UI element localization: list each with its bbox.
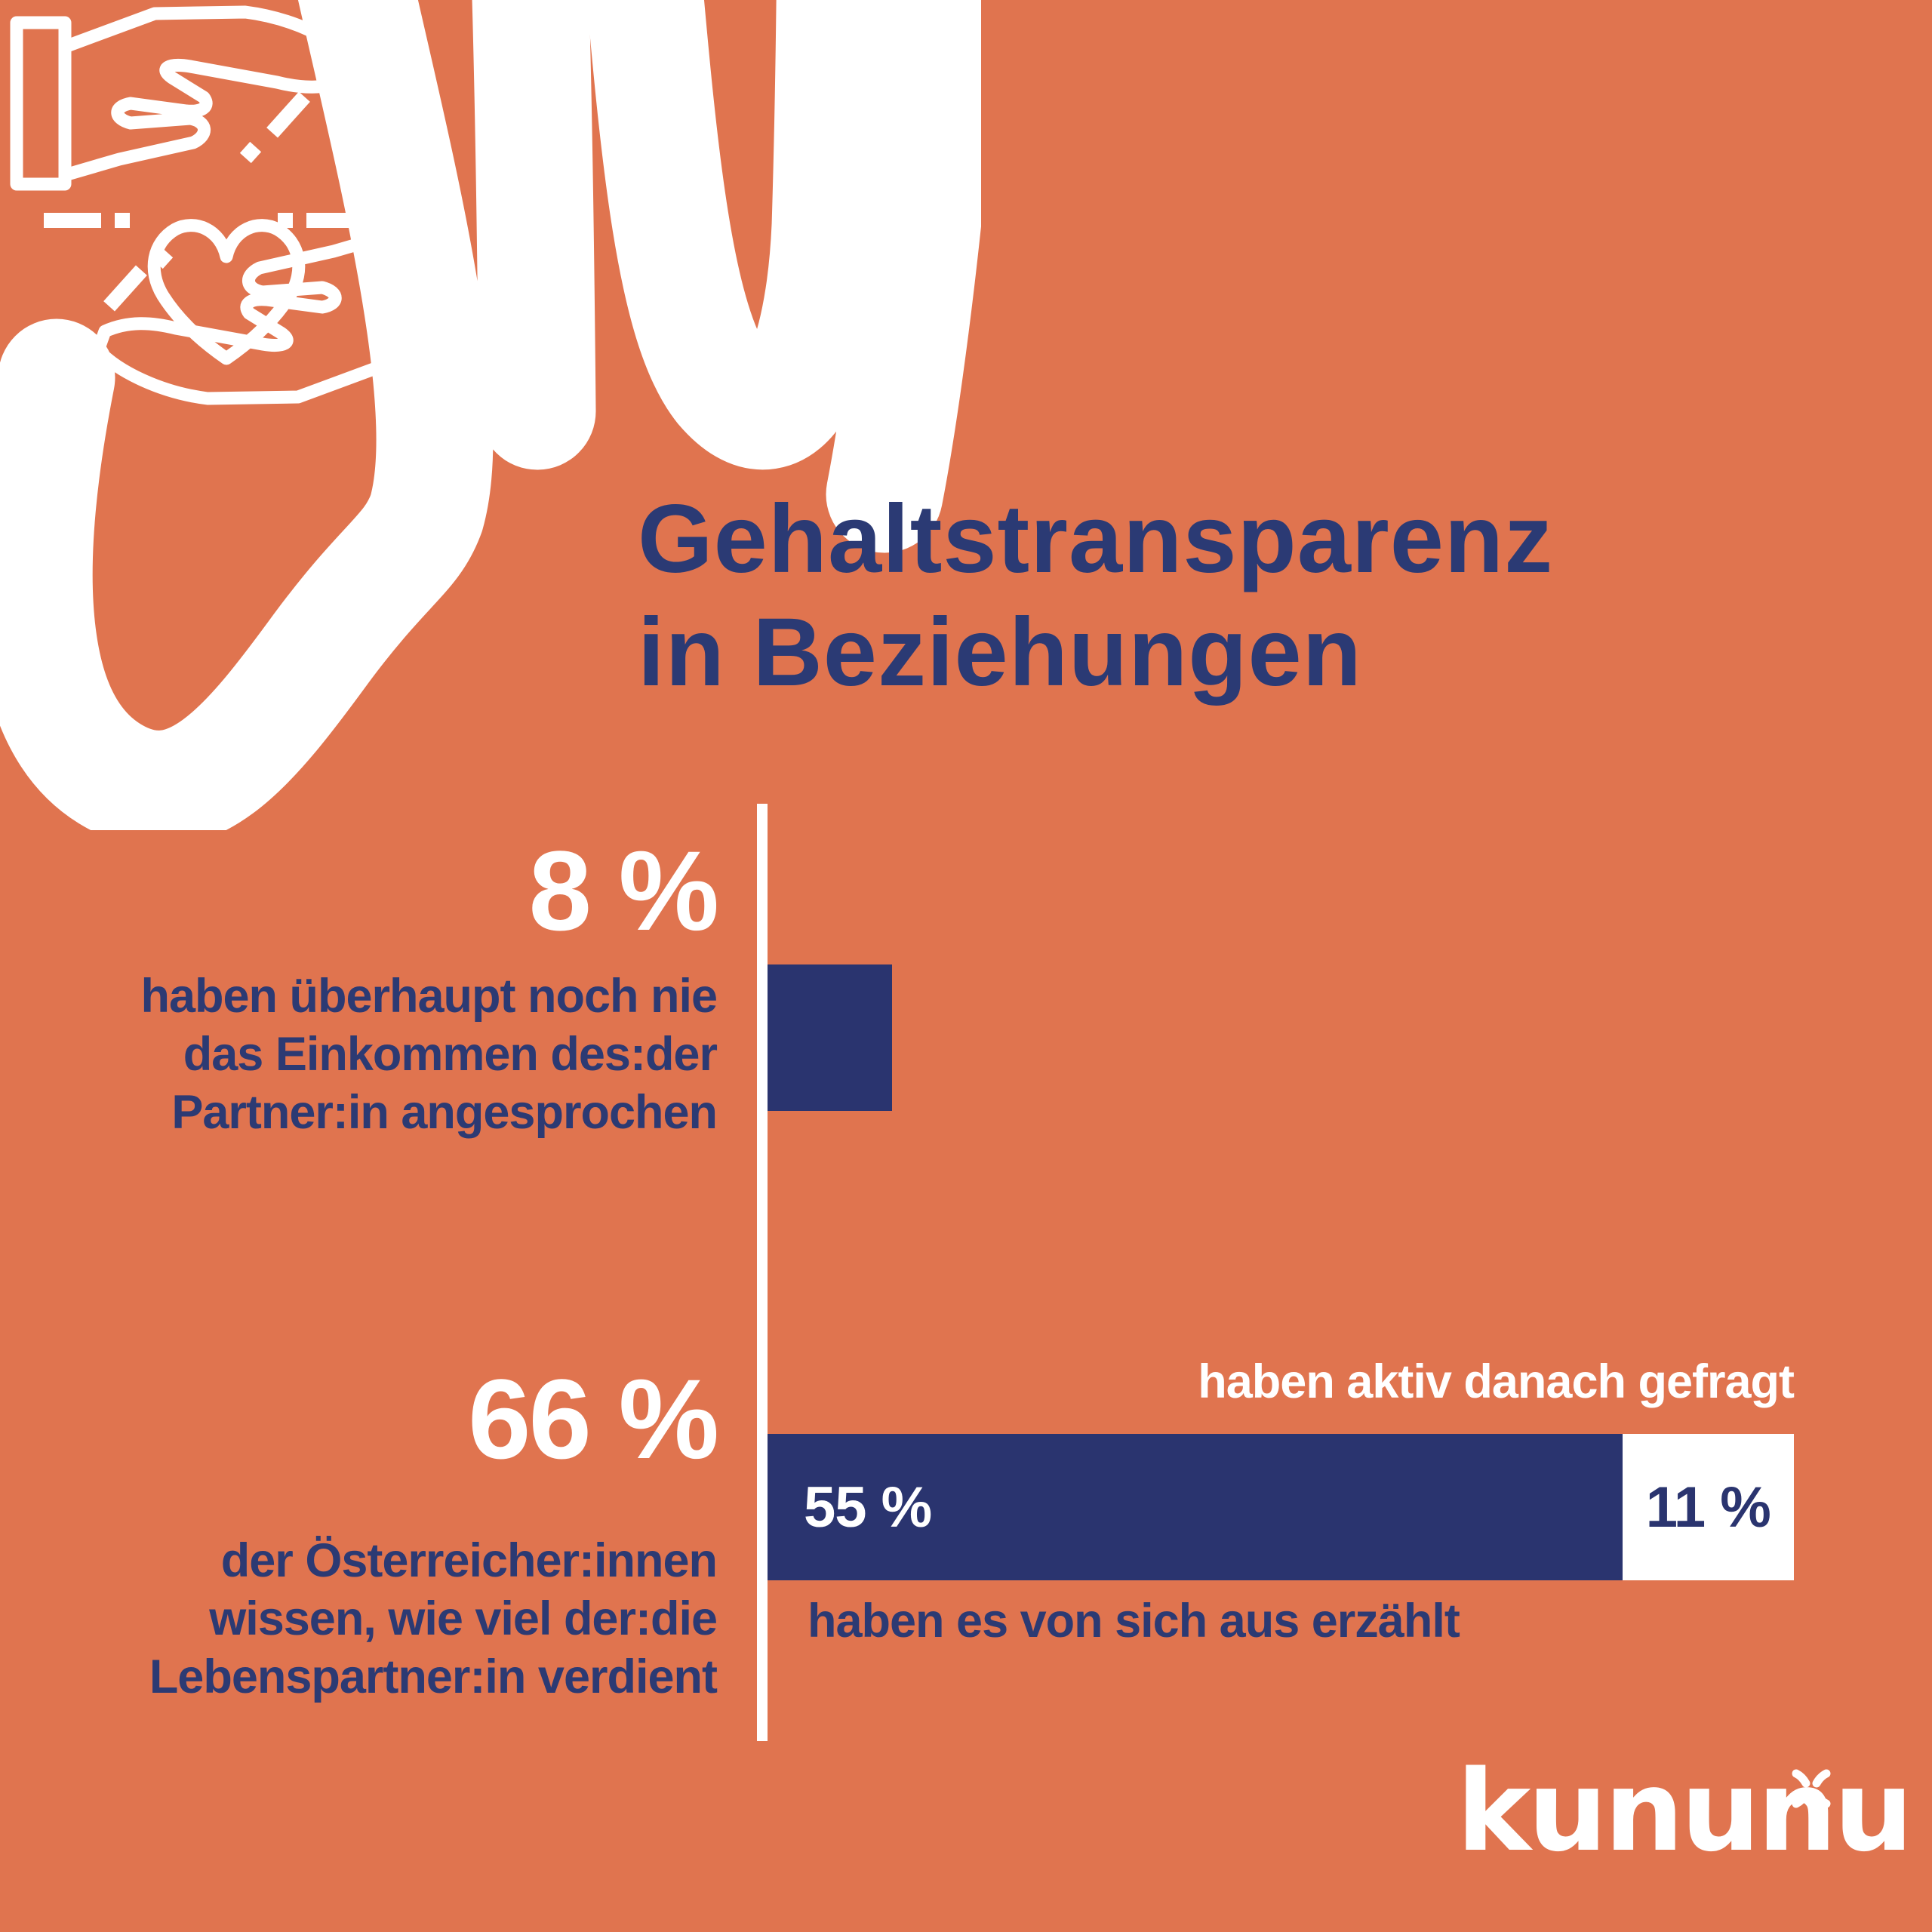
annotation-asked-actively: haben aktiv danach gefragt bbox=[1198, 1355, 1795, 1408]
bar-segment-label-55: 55 % bbox=[804, 1475, 932, 1540]
kununu-x-mark-icon bbox=[1792, 1769, 1831, 1808]
bar-segment-8 bbox=[768, 964, 892, 1111]
stat-description-line: haben überhaupt noch nie bbox=[140, 970, 718, 1023]
annotation-told-themselves: haben es von sich aus erzählt bbox=[808, 1595, 1460, 1647]
bar-segment-11: 11 % bbox=[1623, 1434, 1794, 1580]
squiggle-path-left bbox=[0, 0, 596, 830]
stat-description-line: der Österreicher:innen bbox=[220, 1534, 718, 1587]
bar-segment-label-11: 11 % bbox=[1645, 1475, 1771, 1540]
stat-description-row1: haben überhaupt noch nie das Einkommen d… bbox=[113, 968, 718, 1142]
stat-description-line: das Einkommen des:der bbox=[183, 1028, 718, 1081]
bar-row-66-percent: 55 % 11 % bbox=[768, 1434, 1794, 1580]
stat-description-line: Lebenspartner:in verdient bbox=[149, 1651, 718, 1703]
kununu-logo: kununu bbox=[1457, 1751, 1913, 1879]
stat-value-66-percent: 66 % bbox=[468, 1355, 719, 1482]
page-title-line1: Gehaltstransparenz bbox=[638, 485, 1554, 593]
stat-description-line: wissen, wie viel der:die bbox=[209, 1592, 718, 1645]
squiggle-path-right bbox=[586, 0, 981, 553]
stat-description-row2: der Österreicher:innen wissen, wie viel … bbox=[113, 1532, 718, 1706]
squiggle-decoration bbox=[0, 0, 981, 830]
kununu-wordmark: kununu bbox=[1457, 1746, 1913, 1876]
stat-value-8-percent: 8 % bbox=[528, 827, 719, 954]
bar-row-8-percent bbox=[768, 964, 892, 1111]
bar-segment-55: 55 % bbox=[768, 1434, 1623, 1580]
stat-description-line: Partner:in angesprochen bbox=[171, 1086, 718, 1139]
page-title-line2: in Beziehungen bbox=[638, 598, 1362, 706]
page-title: Gehaltstransparenz in Beziehungen bbox=[638, 483, 1770, 709]
chart-axis-line bbox=[757, 804, 768, 1741]
heart-icon bbox=[147, 219, 306, 365]
